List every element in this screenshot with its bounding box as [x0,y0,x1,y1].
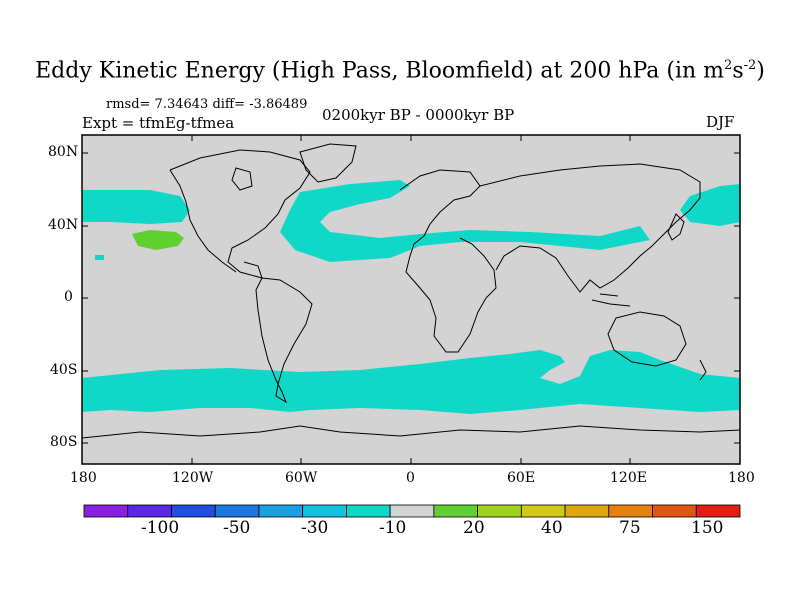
experiment-label: Expt = tfmEg-tfmea [82,114,235,132]
colorbar-label: 40 [541,518,563,538]
colorbar-swatch [214,504,260,518]
colorbar-swatch [258,504,304,518]
north-atlantic-band [280,180,650,262]
colorbar-swatch [389,504,435,518]
greenland [299,143,357,183]
colorbar-swatch [608,504,653,518]
lat-label-80n: 80N [48,144,79,160]
north-america-west-coast [169,169,237,273]
lon-label-60e: 60E [507,470,536,486]
colorbar-label: -50 [223,518,251,538]
lon-label-180w: 180 [70,470,97,486]
lat-label-0: 0 [64,289,73,305]
coastlines [81,143,741,439]
chart-title: Eddy Kinetic Energy (High Pass, Bloomfie… [35,58,765,84]
colorbar-swatch [564,504,610,518]
north-pacific-band [82,190,190,224]
period-label: 0200kyr BP - 0000kyr BP [322,106,515,124]
new-zealand [699,359,707,381]
colorbar-label: 20 [463,518,485,538]
lat-label-80s: 80S [50,434,78,450]
southern-ocean-band [82,350,740,414]
colorbar-label: -100 [141,518,180,538]
positive-anomaly-region [132,230,184,250]
lon-label-120e: 120E [610,470,647,486]
colorbar-swatch [83,504,129,518]
map-background [82,135,740,464]
colorbar-swatch [652,504,697,518]
lon-label-60w: 60W [285,470,318,486]
north-america-coast [169,149,311,279]
antarctica-coast [81,425,741,439]
colorbar-label: -30 [301,518,329,538]
season-label: DJF [706,113,735,131]
indonesia [591,293,631,307]
colorbar-swatch [695,504,741,518]
negative-anomaly-regions [82,180,740,414]
australia-coast [607,311,687,367]
asia-coast [479,163,701,293]
lat-label-40s: 40S [50,362,78,378]
japan [667,213,685,241]
colorbar-swatch [520,504,566,518]
hudson-bay [231,167,253,191]
colorbar-label: -10 [379,518,407,538]
lat-label-40n: 40N [48,217,79,233]
colorbar-swatch [302,504,347,518]
lon-ticks [81,135,741,464]
stats-text: rmsd= 7.34643 diff= -3.86489 [106,97,308,112]
lat-ticks [82,152,740,444]
colorbar-swatch [477,504,522,518]
dot-tropical [95,255,104,260]
colorbar-swatch [171,504,216,518]
lon-label-180e: 180 [728,470,755,486]
colorbar-swatch [345,504,391,518]
colorbar-swatch [433,504,479,518]
north-pacific-east-band [680,184,740,226]
colorbar-label: 150 [691,518,724,538]
colorbar-swatch [127,504,172,518]
lon-label-0: 0 [406,470,415,486]
south-america-coast [255,277,313,404]
colorbar [83,504,741,518]
colorbar-label: 75 [619,518,641,538]
lon-label-120w: 120W [172,470,214,486]
europe-africa-coast [399,169,497,353]
